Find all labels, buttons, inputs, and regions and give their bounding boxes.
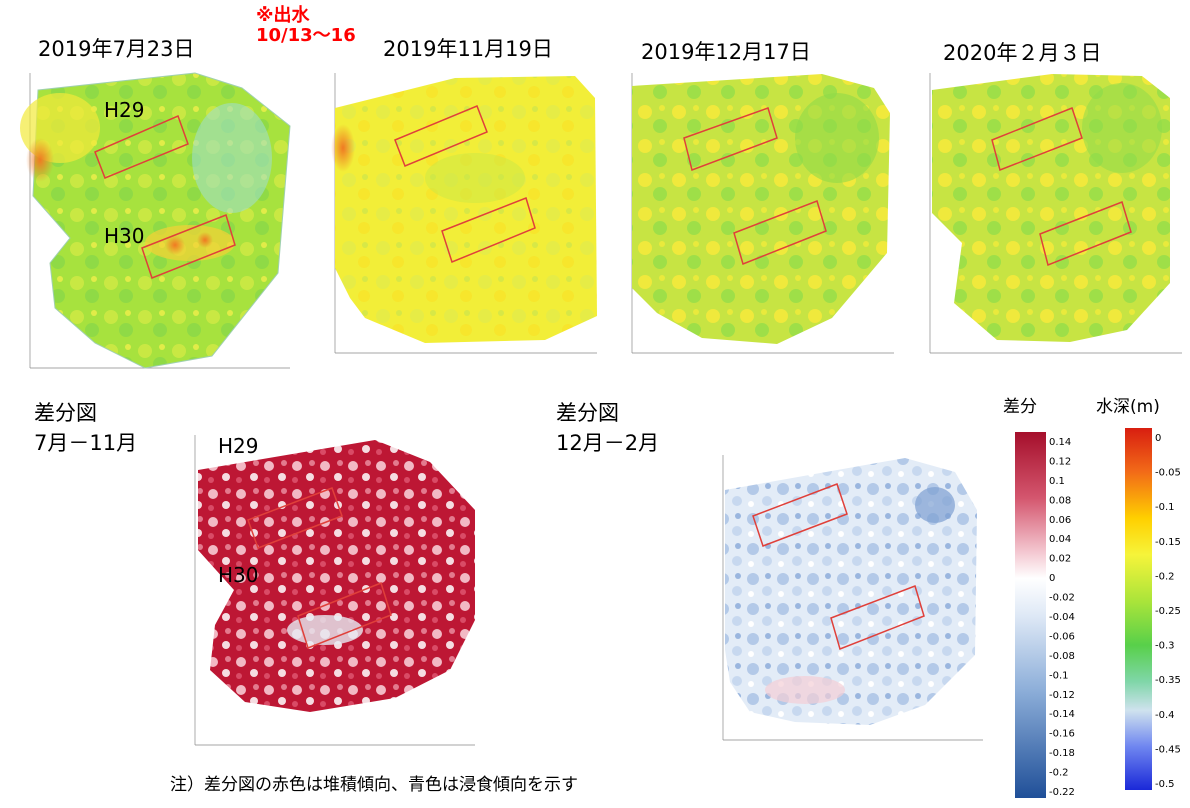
diff-colorbar: 0.14 0.12 0.1 0.08 0.06 0.04 0.02 0 -0.02 -0.04 -0…: [1015, 432, 1085, 808]
diff-colorbar-gradient: [1015, 432, 1046, 798]
h29-boundary: [94, 114, 189, 179]
depth-map-2019-07-23: [0, 68, 305, 386]
diff-tick-label: -0.14: [1049, 709, 1075, 720]
flood-note: ※出水 10/13～16: [256, 6, 356, 46]
diff-panel-left-period: 7月－11月: [34, 431, 138, 455]
diff-tick-label: -0.04: [1049, 612, 1075, 623]
h29-boundary: [394, 105, 488, 167]
depth-tick-label: -0.2: [1155, 571, 1175, 582]
diff-tick-label: -0.08: [1049, 651, 1075, 662]
h30-boundary: [441, 197, 536, 264]
depth-map-2020-02-03: [902, 68, 1190, 368]
depth-tick-label: -0.45: [1155, 744, 1181, 755]
diff-panel-right-title: 差分図: [556, 401, 619, 425]
depth-colorbar: 0 -0.05 -0.1 -0.15 -0.2 -0.25 -0.3 -0.35 -0.4 -0.…: [1125, 428, 1185, 800]
diff-tick-label: 0.04: [1049, 534, 1071, 545]
depth-tick-label: 0: [1155, 433, 1161, 444]
survey-area: [335, 76, 597, 343]
h30-boundary: [733, 200, 827, 266]
date-label-2019-07-23: 2019年7月23日: [38, 37, 195, 61]
flood-note-title: ※出水: [256, 5, 310, 26]
diff-map-dec-feb: [685, 450, 990, 755]
h30-boundary: [830, 585, 925, 650]
date-label-2019-12-17: 2019年12月17日: [641, 40, 811, 64]
h29-boundary: [752, 483, 848, 547]
diff-map-jul-nov: [150, 430, 480, 765]
depth-colorbar-ticks: 0 -0.05 -0.1 -0.15 -0.2 -0.25 -0.3 -0.35 -0.4 -0.…: [1155, 433, 1181, 790]
h30-boundary: [1039, 201, 1132, 267]
map1-h29-label: H29: [104, 98, 145, 122]
diff-tick-label: -0.12: [1049, 690, 1075, 701]
h29-boundary: [991, 107, 1083, 172]
depth-tick-label: -0.15: [1155, 537, 1181, 548]
footnote: 注）差分図の赤色は堆積傾向、青色は浸食傾向を示す: [170, 775, 578, 795]
depth-tick-label: -0.35: [1155, 675, 1181, 686]
survey-area: [725, 458, 977, 725]
diff-panel-left-title: 差分図: [34, 401, 97, 425]
depth-map-2019-11-19: [305, 68, 602, 368]
h29-boundary: [683, 107, 778, 171]
depth-map-2019-12-17: [602, 68, 902, 368]
date-label-2020-02-03: 2020年２月３日: [943, 41, 1102, 65]
h30-boundary: [141, 214, 236, 279]
diff-tick-label: 0.08: [1049, 495, 1071, 506]
depth-colorbar-gradient: [1125, 428, 1152, 790]
diff-tick-label: -0.22: [1049, 787, 1075, 798]
depth-tick-label: -0.5: [1155, 779, 1175, 790]
diff-tick-label: 0.14: [1049, 437, 1071, 448]
diff-tick-label: -0.06: [1049, 631, 1075, 642]
map1-h30-label: H30: [104, 224, 145, 248]
diff-tick-label: 0.1: [1049, 476, 1065, 487]
flood-note-period: 10/13～16: [256, 25, 356, 46]
diff-colorbar-ticks: 0.14 0.12 0.1 0.08 0.06 0.04 0.02 0 -0.02 -0.04 -0…: [1049, 437, 1075, 798]
diff-panel-left-label: 差分図 7月－11月: [34, 398, 137, 458]
depth-tick-label: -0.05: [1155, 468, 1181, 479]
date-label-2019-11-19: 2019年11月19日: [383, 37, 553, 61]
depth-tick-label: -0.25: [1155, 606, 1181, 617]
diff-tick-label: 0.02: [1049, 554, 1071, 565]
h29-boundary: [247, 487, 343, 549]
diff-legend-title: 差分: [1003, 397, 1037, 417]
diff-panel-right-period: 12月－2月: [556, 431, 660, 455]
depth-tick-label: -0.1: [1155, 502, 1175, 513]
depth-tick-label: -0.4: [1155, 710, 1175, 721]
diff-tick-label: 0.06: [1049, 515, 1071, 526]
h30-boundary: [297, 582, 392, 649]
diff-tick-label: 0: [1049, 573, 1055, 584]
diff-tick-label: -0.1: [1049, 670, 1069, 681]
diff-tick-label: 0.12: [1049, 456, 1071, 467]
diff-tick-label: -0.16: [1049, 729, 1075, 740]
depth-legend-title: 水深(m): [1096, 397, 1160, 417]
diff-tick-label: -0.02: [1049, 593, 1075, 604]
diff-tick-label: -0.18: [1049, 748, 1075, 759]
diff-tick-label: -0.2: [1049, 768, 1069, 779]
depth-tick-label: -0.3: [1155, 641, 1175, 652]
diff-panel-right-label: 差分図 12月－2月: [556, 398, 659, 458]
survey-area: [198, 440, 475, 712]
diff-left-h29-label: H29: [218, 434, 259, 458]
diff-left-h30-label: H30: [218, 563, 259, 587]
